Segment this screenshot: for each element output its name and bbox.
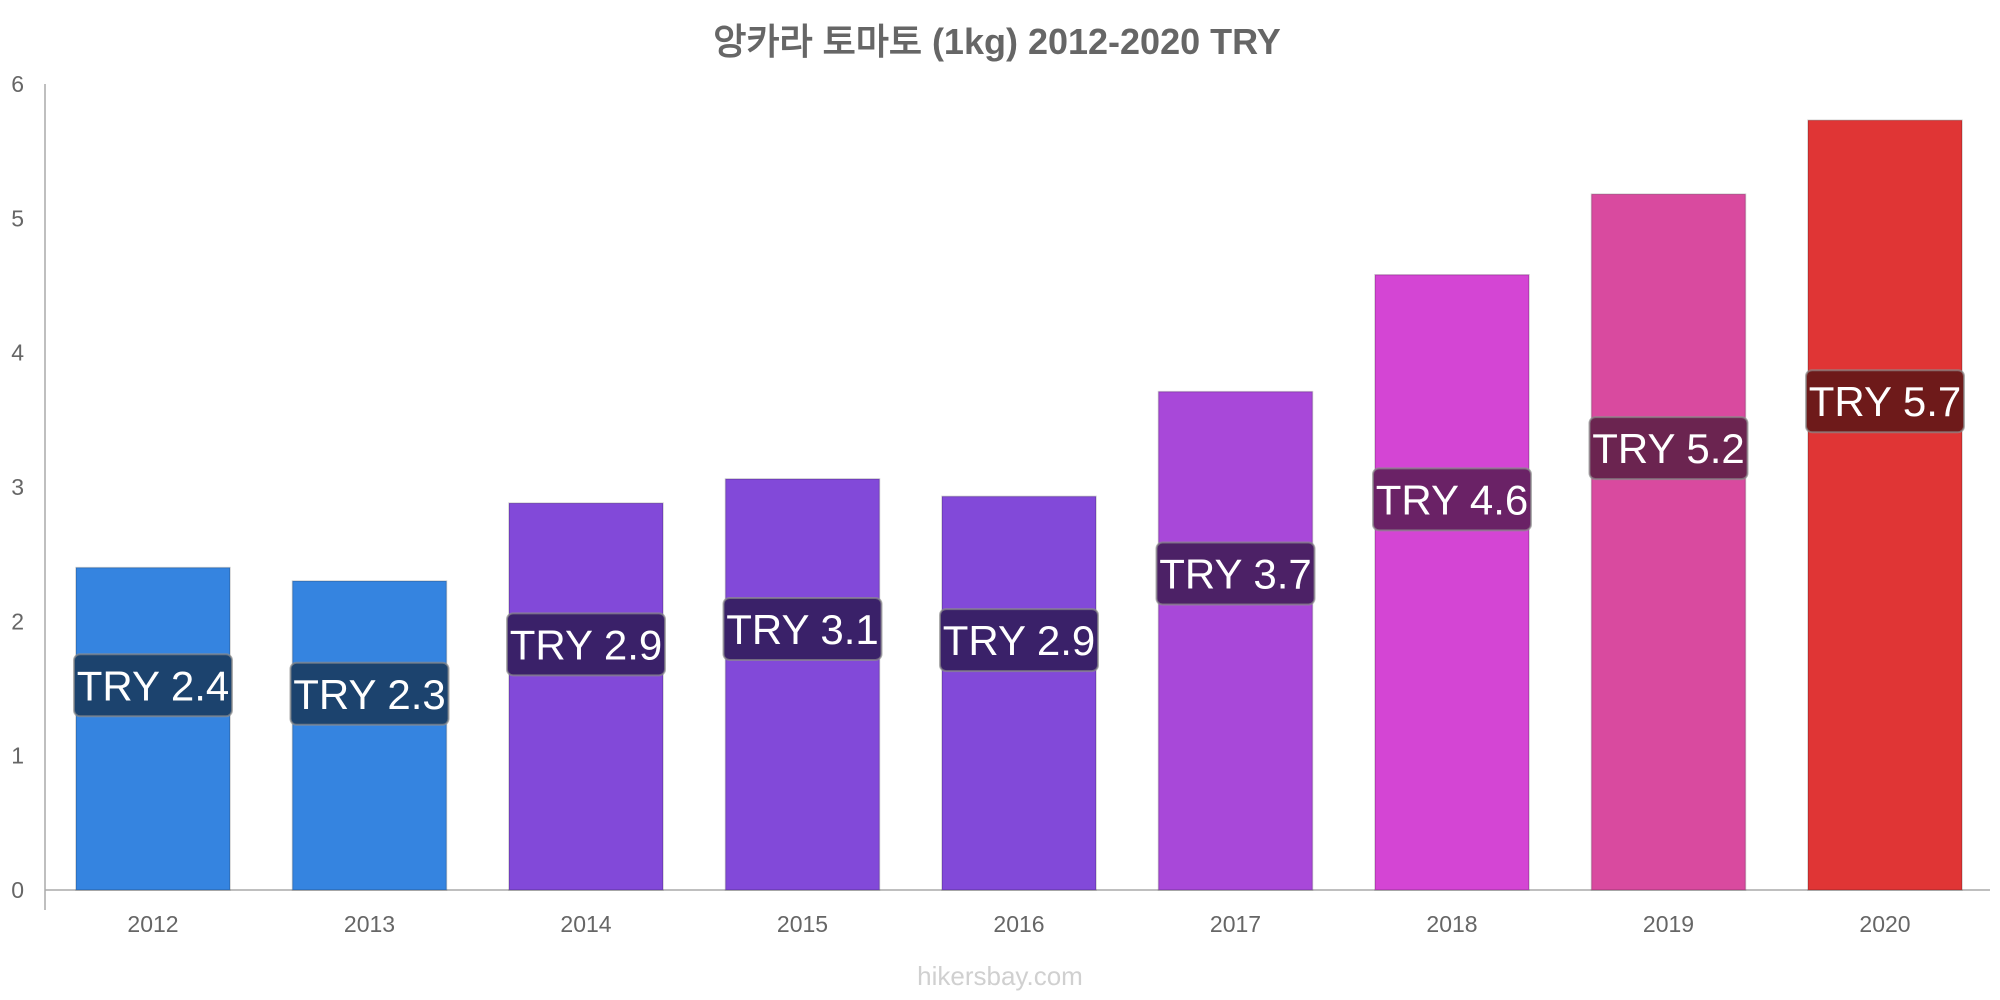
value-label-box (1588, 416, 1749, 481)
value-label: TRY 4.6 (1376, 476, 1529, 523)
x-tick-label: 2020 (1859, 911, 1910, 937)
value-label-box (506, 612, 666, 677)
value-labels-group: TRY 2.4 TRY 2.3 TRY 2.9 TRY 3.1 TRY 2.9 TRY 3… (73, 369, 1965, 726)
bar-2017 (1157, 390, 1314, 891)
value-label: TRY 3.7 (1159, 551, 1312, 598)
x-tick-label: 2017 (1210, 911, 1261, 937)
y-tick-label: 2 (11, 608, 24, 634)
value-label-box (1372, 467, 1532, 532)
x-tick-label: 2015 (777, 911, 828, 937)
bar-2019 (1590, 193, 1747, 891)
watermark: hikersbay.com (917, 961, 1083, 991)
value-label: TRY 2.9 (943, 617, 1096, 664)
x-tick-label: 2018 (1426, 911, 1477, 937)
y-tick-label: 5 (11, 205, 24, 231)
value-label: TRY 2.4 (77, 662, 230, 709)
bar-2016 (941, 495, 1097, 891)
value-label-box (939, 608, 1099, 673)
value-label: TRY 5.2 (1592, 425, 1745, 472)
bars-group (75, 119, 1963, 891)
value-label-box (1155, 541, 1316, 606)
x-tick-label: 2019 (1643, 911, 1694, 937)
bar-2018 (1374, 274, 1530, 891)
value-label: TRY 2.3 (293, 671, 446, 718)
bar-2015 (724, 478, 881, 891)
y-tick-label: 4 (11, 340, 24, 366)
chart-title: 앙카라 토마토 (1kg) 2012-2020 TRY (713, 21, 1281, 62)
value-label-box (289, 661, 450, 726)
value-label-box (73, 653, 233, 718)
bar-2013 (291, 580, 448, 891)
value-label-box (722, 596, 883, 661)
x-tick-labels: 2012 2013 2014 2015 2016 2017 2018 2019 2020 (127, 911, 1910, 937)
y-tick-label: 3 (11, 474, 24, 500)
value-label-box (1805, 369, 1965, 434)
y-tick-label: 0 (11, 877, 24, 903)
y-tick-label: 1 (11, 743, 24, 769)
bar-2020 (1807, 119, 1963, 891)
bar-2014 (508, 502, 664, 891)
value-label: TRY 3.1 (726, 606, 879, 653)
value-label: TRY 5.7 (1809, 378, 1962, 425)
x-tick-label: 2016 (993, 911, 1044, 937)
x-tick-label: 2014 (560, 911, 611, 937)
y-tick-label: 6 (11, 71, 24, 97)
y-tick-labels: 0 1 2 3 4 5 6 (11, 71, 24, 903)
bar-2012 (75, 566, 231, 891)
x-tick-label: 2013 (344, 911, 395, 937)
value-label: TRY 2.9 (510, 621, 663, 668)
x-tick-label: 2012 (127, 911, 178, 937)
